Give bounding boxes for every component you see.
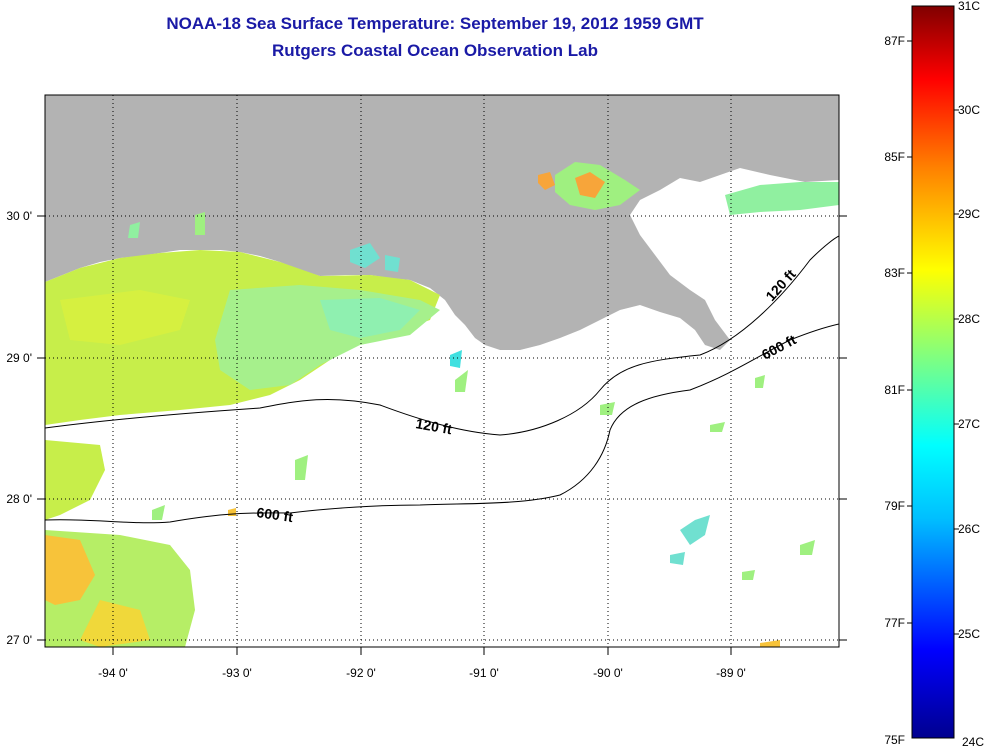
- colorbar-f-85: 85F: [884, 150, 905, 164]
- lon-label-91: -91 0': [469, 666, 499, 680]
- colorbar-ticks: [907, 40, 959, 635]
- depth-contours: [45, 235, 839, 524]
- contour-120ft: [45, 235, 839, 436]
- lon-label-93: -93 0': [222, 666, 252, 680]
- colorbar-c-29: 29C: [958, 207, 980, 221]
- colorbar-f-75: 75F: [884, 733, 905, 747]
- colorbar-c-31: 31C: [958, 0, 980, 13]
- lon-label-92: -92 0': [346, 666, 376, 680]
- colorbar-f-77: 77F: [884, 616, 905, 630]
- lat-label-30: 30 0': [6, 209, 32, 223]
- contour-label-120ft-west: 120 ft: [414, 415, 453, 437]
- contour-600ft: [45, 323, 839, 524]
- lon-label-90: -90 0': [593, 666, 623, 680]
- land-mass: [45, 95, 839, 350]
- colorbar: [911, 5, 955, 739]
- graticule: [45, 95, 839, 647]
- lon-label-94: -94 0': [98, 666, 128, 680]
- colorbar-c-27: 27C: [958, 417, 980, 431]
- colorbar-f-81: 81F: [884, 383, 905, 397]
- lat-label-28: 28 0': [6, 492, 32, 506]
- plot-frame: [44, 94, 840, 648]
- contour-label-600ft-west: 600 ft: [256, 504, 295, 525]
- colorbar-c-30: 30C: [958, 103, 980, 117]
- lon-label-89: -89 0': [716, 666, 746, 680]
- colorbar-f-87: 87F: [884, 34, 905, 48]
- colorbar-c-28: 28C: [958, 312, 980, 326]
- colorbar-f-79: 79F: [884, 499, 905, 513]
- colorbar-c-25: 25C: [958, 627, 980, 641]
- axis-ticks: [37, 215, 847, 655]
- lat-label-27: 27 0': [6, 633, 32, 647]
- map-plot-area: [45, 95, 839, 647]
- map-title: NOAA-18 Sea Surface Temperature: Septemb…: [166, 14, 704, 33]
- sst-patches: [45, 162, 839, 647]
- map-subtitle: Rutgers Coastal Ocean Observation Lab: [272, 41, 598, 60]
- colorbar-c-24: 24C: [962, 735, 984, 749]
- colorbar-f-83: 83F: [884, 266, 905, 280]
- colorbar-c-26: 26C: [958, 522, 980, 536]
- lat-label-29: 29 0': [6, 351, 32, 365]
